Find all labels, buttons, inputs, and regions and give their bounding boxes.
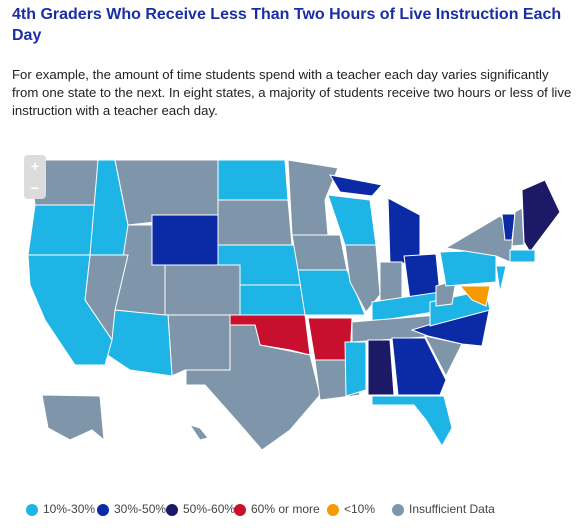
- state: [41, 394, 105, 442]
- title: 4th Graders Who Receive Less Than Two Ho…: [12, 6, 562, 44]
- state: [521, 179, 561, 253]
- us-map: [27, 159, 561, 451]
- legend-swatch: [234, 504, 246, 516]
- states: [27, 159, 561, 451]
- state: [297, 269, 366, 316]
- state: [151, 214, 219, 266]
- state: [217, 159, 289, 201]
- state: [501, 213, 516, 241]
- state: [329, 174, 383, 197]
- zoom-in[interactable]: +: [30, 158, 40, 174]
- state: [185, 324, 321, 451]
- state: [27, 254, 113, 366]
- legend-label: 50%-60%: [183, 502, 235, 516]
- legend-swatch: [26, 504, 38, 516]
- legend-swatch: [327, 504, 339, 516]
- legend-swatch: [97, 504, 109, 516]
- description: For example, the amount of time students…: [12, 67, 572, 118]
- state: [511, 207, 525, 247]
- zoom-control: + −: [24, 155, 46, 199]
- legend-label: 60% or more: [251, 502, 320, 516]
- state: [344, 341, 367, 397]
- state: [239, 284, 306, 316]
- state: [371, 395, 453, 447]
- state: [217, 199, 293, 246]
- state: [167, 314, 231, 377]
- legend-swatch: [166, 504, 178, 516]
- state: [164, 264, 241, 316]
- state: [387, 197, 421, 265]
- legend-label: 10%-30%: [43, 502, 95, 516]
- legend-label: Insufficient Data: [409, 502, 495, 516]
- legend: 10%-30% 30%-50% 50%-60% 60% or more <10% Insu…: [26, 502, 495, 516]
- legend-label: 30%-50%: [114, 502, 166, 516]
- state: [188, 424, 209, 441]
- state: [291, 234, 348, 271]
- state: [391, 337, 447, 396]
- state: [439, 249, 497, 287]
- state: [509, 249, 536, 263]
- state: [495, 265, 507, 293]
- state: [367, 339, 395, 396]
- legend-swatch: [392, 504, 404, 516]
- zoom-out[interactable]: −: [30, 180, 40, 196]
- legend-label: <10%: [344, 502, 375, 516]
- state: [287, 159, 339, 236]
- state: [27, 204, 99, 256]
- state: [458, 285, 491, 307]
